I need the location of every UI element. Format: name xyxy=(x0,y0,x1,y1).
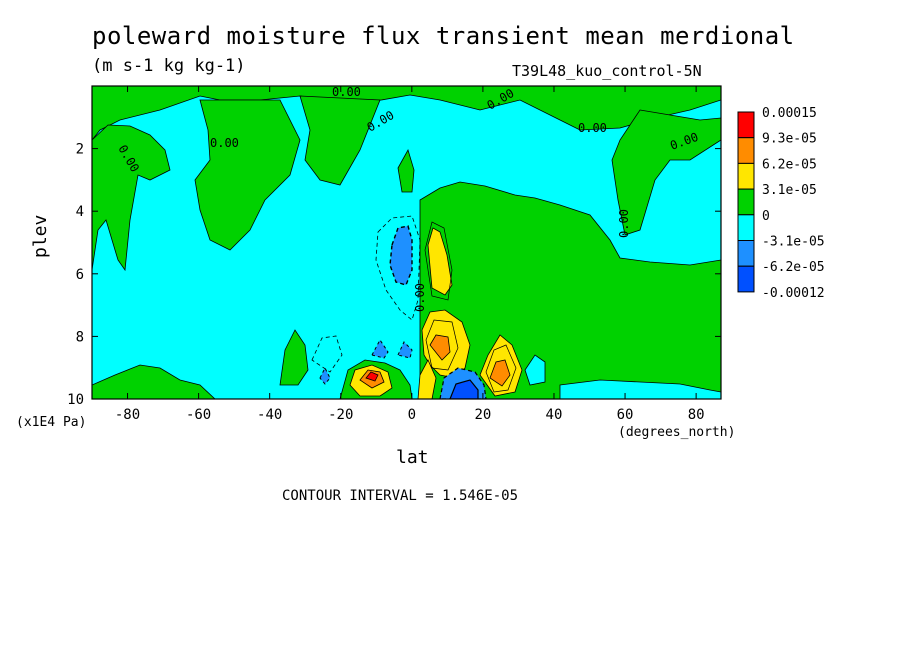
x-tick-label: 40 xyxy=(546,407,563,423)
legend-swatch xyxy=(737,240,755,267)
region-orange-25n xyxy=(489,359,511,387)
x-axis-label: lat xyxy=(396,447,429,468)
x-tick-label: 0 xyxy=(408,407,416,423)
contour-label-8: 0.00 xyxy=(617,209,631,238)
region-blue-equatorial xyxy=(389,225,413,286)
legend-label: 0.00015 xyxy=(762,106,817,121)
y-tick-label: 10 xyxy=(67,392,84,408)
experiment-id: T39L48_kuo_control-5N xyxy=(512,62,702,80)
contour-inner-1 xyxy=(424,221,453,301)
color-legend: 0.00015 9.3e-05 6.2e-05 3.1e-05 0 -3.1e-05 -6.… xyxy=(737,106,825,301)
region-yellow-north-max xyxy=(427,227,453,296)
legend-swatch xyxy=(737,265,755,293)
region-green-right-upper xyxy=(611,109,721,236)
contour-label-9: 0.00 xyxy=(413,283,427,312)
y-tick-label: 8 xyxy=(76,329,84,345)
region-red-south xyxy=(365,371,379,382)
legend-label: 3.1e-05 xyxy=(762,183,817,198)
x-tick-label: -40 xyxy=(257,407,282,423)
contour-dashed-1 xyxy=(375,215,421,321)
y-tick-label: 6 xyxy=(76,267,84,283)
legend-label: -0.00012 xyxy=(762,286,825,301)
contour-interval: CONTOUR INTERVAL = 1.546E-05 xyxy=(282,488,519,504)
x-tick-label: -60 xyxy=(186,407,211,423)
y-tick-label: 2 xyxy=(76,142,84,158)
legend-swatch xyxy=(737,111,755,139)
contour-label-2: 0.00 xyxy=(210,136,239,150)
contour-inner-2 xyxy=(425,319,459,371)
legend-swatch xyxy=(737,214,755,242)
region-green-midleft xyxy=(194,99,301,251)
contour-label-3: 0.00 xyxy=(578,121,607,135)
plot-frame xyxy=(91,85,722,400)
region-cyan-hole xyxy=(524,354,546,386)
legend-label: -6.2e-05 xyxy=(762,260,825,275)
legend-label: -3.1e-05 xyxy=(762,235,825,250)
legend-label: 6.2e-05 xyxy=(762,157,817,172)
legend-swatch xyxy=(737,188,755,216)
region-green-south-hill xyxy=(279,329,309,386)
x-axis-unit: (degrees_north) xyxy=(618,425,736,440)
y-tick-label: 4 xyxy=(76,204,84,220)
region-yellow-eq-low xyxy=(417,359,437,399)
contour-inner-3 xyxy=(485,344,517,393)
x-tick-label: -20 xyxy=(328,407,353,423)
x-axis: -80 -60 -40 -20 0 20 40 60 80 xyxy=(115,86,705,423)
region-blue-small-3 xyxy=(319,366,331,385)
x-tick-label: -80 xyxy=(115,407,140,423)
contour-label-1: 0.00 xyxy=(332,85,361,99)
region-cyan-hole-2 xyxy=(559,379,721,399)
chart-units: (m s-1 kg kg-1) xyxy=(92,56,246,76)
region-green-left-lobe xyxy=(92,124,171,272)
x-tick-label: 80 xyxy=(688,407,705,423)
chart-title: poleward moisture flux transient mean me… xyxy=(92,22,795,50)
contour-field xyxy=(92,86,721,399)
legend-label: 9.3e-05 xyxy=(762,132,817,147)
region-green-south-low xyxy=(92,364,216,399)
region-green-islet-1 xyxy=(397,148,415,193)
legend-swatch xyxy=(737,137,755,164)
region-blue-small-1 xyxy=(371,339,389,359)
legend-label: 0 xyxy=(762,209,770,224)
y-axis: 2 4 6 8 10 xyxy=(67,142,721,408)
region-orange-lower xyxy=(429,334,451,361)
region-green-center xyxy=(299,95,381,186)
region-blue-small-2 xyxy=(397,341,413,359)
region-darkblue-surface-min xyxy=(449,379,479,399)
x-tick-label: 60 xyxy=(617,407,634,423)
legend-swatch xyxy=(737,162,755,190)
y-axis-unit: (x1E4 Pa) xyxy=(16,415,87,430)
x-tick-label: 20 xyxy=(474,407,491,423)
